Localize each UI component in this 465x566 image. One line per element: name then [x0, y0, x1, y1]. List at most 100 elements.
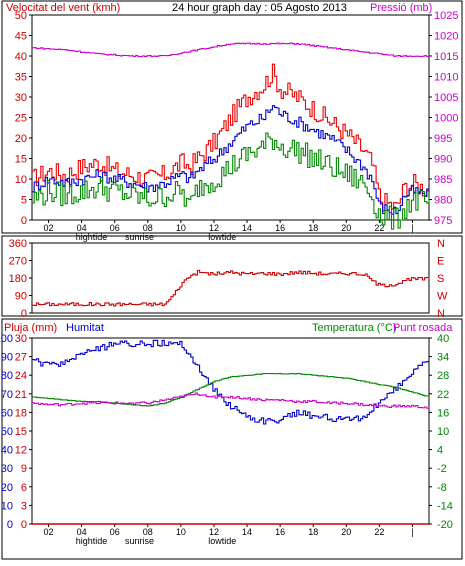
time-tick-label: 06: [110, 527, 120, 537]
series-avg: [32, 105, 430, 215]
rain-y-tick-label: 24: [15, 370, 27, 382]
direction-y-tick-label: 0: [21, 308, 27, 320]
wind-y-tick-label: 35: [15, 72, 27, 84]
pressure-y-tick-label: 975: [434, 215, 452, 227]
humidity-panel-border: [1, 318, 463, 560]
time-tick-label: 14: [242, 527, 252, 537]
wind-y-tick-label: 5: [21, 195, 27, 207]
wind-y-tick-label: 50: [15, 10, 27, 22]
rain-y-tick-label: 18: [15, 407, 27, 419]
humidity-title: Humitat: [66, 322, 104, 334]
time-tick-label: 08: [143, 223, 153, 233]
sunrise-label: sunrise: [125, 232, 154, 242]
series-pressure: [32, 42, 430, 58]
direction-y-tick-label: 180: [9, 273, 27, 285]
time-tick-label: 22: [374, 527, 384, 537]
wind-panel-border: [1, 0, 463, 234]
time-tick-label: |: [411, 527, 413, 537]
time-tick-label: 08: [143, 527, 153, 537]
pressure-y-tick-label: 990: [434, 154, 452, 166]
rain-title: Pluja (mm): [4, 322, 57, 334]
rain-y-tick-label: 21: [15, 389, 27, 401]
time-tick-label: 14: [242, 223, 252, 233]
compass-label: N: [437, 308, 445, 320]
time-tick-label: 04: [77, 527, 87, 537]
temperature-y-tick-label: 4: [437, 445, 443, 457]
pressure-y-tick-label: 1025: [434, 10, 458, 22]
series-dewpoint: [32, 392, 430, 409]
pressure-y-tick-label: 1005: [434, 92, 458, 104]
lowtide-label: lowtide: [208, 232, 236, 242]
humidity-y-tick-label: 80: [1, 370, 13, 382]
temperature-y-tick-label: 28: [437, 370, 449, 382]
time-tick-label: 02: [44, 223, 54, 233]
pressure-y-tick-label: 995: [434, 133, 452, 145]
humidity-y-tick-label: 100: [0, 333, 13, 345]
wind-y-tick-label: 45: [15, 31, 27, 43]
humidity-y-tick-label: 30: [1, 463, 13, 475]
series-temperature: [32, 372, 430, 407]
time-tick-label: 12: [209, 223, 219, 233]
rain-y-tick-label: 3: [21, 500, 27, 512]
wind-y-tick-label: 30: [15, 92, 27, 104]
temperature-y-tick-label: -14: [437, 500, 453, 512]
compass-label: W: [437, 291, 448, 303]
pressure-title: Pressió (mb): [370, 2, 432, 14]
wind-y-tick-label: 40: [15, 51, 27, 63]
wind-y-tick-label: 0: [21, 215, 27, 227]
rain-y-tick-label: 6: [21, 482, 27, 494]
series-direction: [32, 269, 430, 307]
wind-y-tick-label: 15: [15, 154, 27, 166]
humidity-y-tick-label: 50: [1, 426, 13, 438]
time-tick-label: 10: [176, 527, 186, 537]
time-tick-label: 12: [209, 527, 219, 537]
temperature-y-tick-label: -8: [437, 482, 447, 494]
humidity-y-tick-label: 0: [7, 519, 13, 531]
direction-y-tick-label: 270: [9, 256, 27, 268]
page-title: 24 hour graph day : 05 Agosto 2013: [172, 2, 347, 14]
pressure-y-tick-label: 985: [434, 174, 452, 186]
pressure-y-tick-label: 1010: [434, 72, 458, 84]
time-tick-label: 10: [176, 223, 186, 233]
hightide-label: hightide: [76, 232, 108, 242]
temperature-y-tick-label: 40: [437, 333, 449, 345]
pressure-y-tick-label: 1015: [434, 51, 458, 63]
temperature-title: Temperatura (°C): [312, 322, 396, 334]
time-tick-label: 16: [275, 527, 285, 537]
time-tick-label: 18: [308, 223, 318, 233]
sunrise-label: sunrise: [125, 536, 154, 546]
series-humidity: [32, 339, 430, 425]
time-tick-label: 18: [308, 527, 318, 537]
series-low: [32, 132, 430, 230]
wind-y-tick-label: 20: [15, 133, 27, 145]
wind-y-tick-label: 25: [15, 113, 27, 125]
time-tick-label: 04: [77, 223, 87, 233]
compass-label: N: [437, 238, 445, 250]
direction-y-tick-label: 90: [15, 291, 27, 303]
compass-label: E: [437, 256, 444, 268]
hightide-label: hightide: [76, 536, 108, 546]
temperature-y-tick-label: 22: [437, 389, 449, 401]
direction-y-tick-label: 360: [9, 238, 27, 250]
time-tick-label: 20: [341, 527, 351, 537]
humidity-y-tick-label: 20: [1, 482, 13, 494]
humidity-y-tick-label: 40: [1, 445, 13, 457]
rain-y-tick-label: 30: [15, 333, 27, 345]
time-tick-label: 20: [341, 223, 351, 233]
time-tick-label: 02: [44, 527, 54, 537]
lowtide-label: lowtide: [208, 536, 236, 546]
humidity-y-tick-label: 90: [1, 352, 13, 364]
rain-y-tick-label: 12: [15, 445, 27, 457]
rain-y-tick-label: 15: [15, 426, 27, 438]
dewpoint-title: Punt rosada: [393, 322, 453, 334]
direction-panel-border: [1, 235, 463, 317]
rain-y-tick-label: 0: [21, 519, 27, 531]
time-tick-label: 22: [374, 223, 384, 233]
temperature-y-tick-label: 34: [437, 352, 449, 364]
pressure-y-tick-label: 1020: [434, 31, 458, 43]
pressure-y-tick-label: 1000: [434, 113, 458, 125]
temperature-y-tick-label: 10: [437, 426, 449, 438]
humidity-y-tick-label: 70: [1, 389, 13, 401]
